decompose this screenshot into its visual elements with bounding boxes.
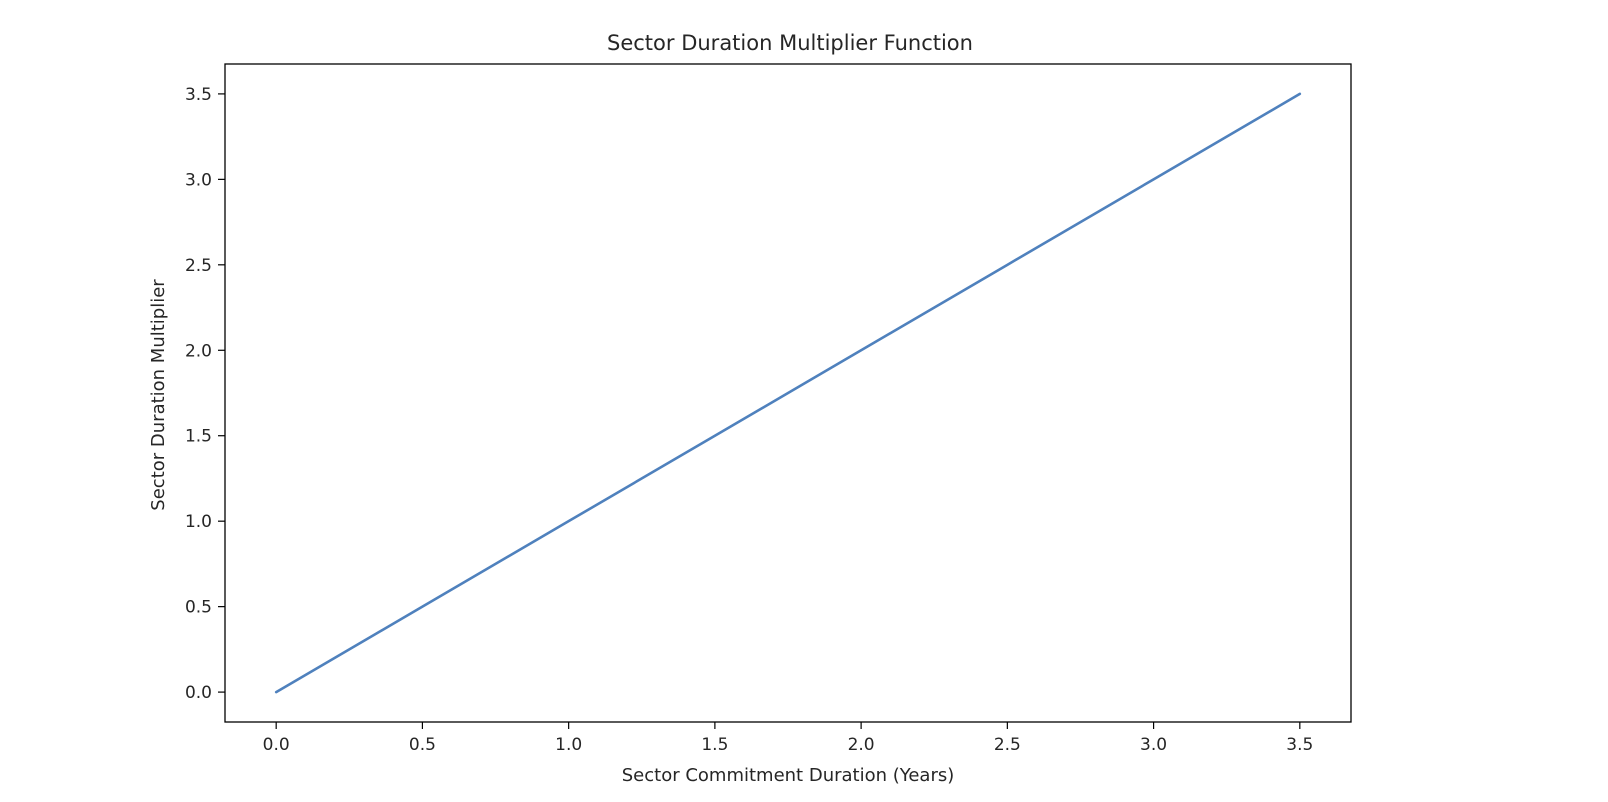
x-axis: 0.0 0.5 1.0 1.5 2.0 2.5 3.0 3.5 [263, 722, 1313, 755]
x-tick-label: 2.0 [848, 735, 875, 755]
y-tick-label: 3.5 [185, 85, 212, 105]
x-tick-label: 0.0 [263, 735, 290, 755]
y-axis: 0.0 0.5 1.0 1.5 2.0 2.5 3.0 3.5 [185, 85, 225, 703]
y-tick-label: 0.0 [185, 683, 212, 703]
y-tick-label: 0.5 [185, 598, 212, 618]
x-tick-label: 3.0 [1140, 735, 1167, 755]
plot-frame [224, 63, 1352, 723]
series-group [274, 92, 1302, 694]
x-tick-label: 1.0 [555, 735, 582, 755]
chart-title: Sector Duration Multiplier Function [607, 31, 973, 55]
y-tick-label: 2.0 [185, 341, 212, 361]
x-tick-label: 0.5 [409, 735, 436, 755]
y-tick-label: 1.5 [185, 427, 212, 447]
series-line [274, 92, 1302, 694]
x-tick-label: 2.5 [994, 735, 1021, 755]
y-tick-label: 2.5 [185, 256, 212, 276]
y-tick-label: 1.0 [185, 512, 212, 532]
y-axis-label: Sector Duration Multiplier [148, 279, 169, 511]
x-tick-label: 3.5 [1286, 735, 1313, 755]
x-axis-label: Sector Commitment Duration (Years) [622, 765, 955, 786]
y-tick-label: 3.0 [185, 170, 212, 190]
x-tick-label: 1.5 [701, 735, 728, 755]
